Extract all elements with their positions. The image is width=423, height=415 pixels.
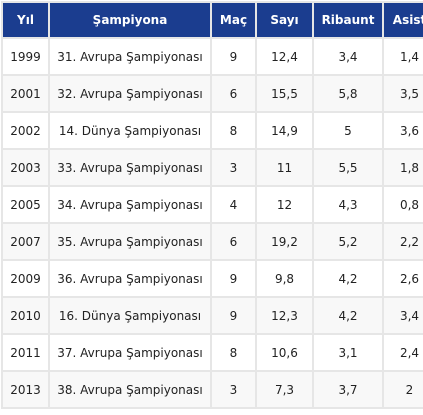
cell-year: 2005 bbox=[3, 187, 48, 222]
cell-points: 14,9 bbox=[257, 113, 312, 148]
table-row: 2007 35. Avrupa Şampiyonası 6 19,2 5,2 2… bbox=[3, 224, 423, 259]
cell-year: 2002 bbox=[3, 113, 48, 148]
cell-games: 6 bbox=[212, 224, 255, 259]
cell-year: 2009 bbox=[3, 261, 48, 296]
cell-points: 11 bbox=[257, 150, 312, 185]
cell-rebounds: 4,3 bbox=[314, 187, 382, 222]
cell-assists: 1,8 bbox=[384, 150, 423, 185]
header-championship[interactable]: Şampiyona bbox=[50, 3, 210, 37]
cell-games: 9 bbox=[212, 298, 255, 333]
cell-year: 1999 bbox=[3, 39, 48, 74]
cell-rebounds: 3,1 bbox=[314, 335, 382, 370]
cell-points: 12,3 bbox=[257, 298, 312, 333]
cell-games: 4 bbox=[212, 187, 255, 222]
cell-championship: 32. Avrupa Şampiyonası bbox=[50, 76, 210, 111]
cell-championship: 33. Avrupa Şampiyonası bbox=[50, 150, 210, 185]
cell-championship: 31. Avrupa Şampiyonası bbox=[50, 39, 210, 74]
cell-games: 9 bbox=[212, 261, 255, 296]
cell-games: 8 bbox=[212, 335, 255, 370]
header-points[interactable]: Sayı bbox=[257, 3, 312, 37]
cell-championship: 34. Avrupa Şampiyonası bbox=[50, 187, 210, 222]
cell-rebounds: 5,8 bbox=[314, 76, 382, 111]
cell-year: 2013 bbox=[3, 372, 48, 407]
cell-rebounds: 3,4 bbox=[314, 39, 382, 74]
table-row: 2001 32. Avrupa Şampiyonası 6 15,5 5,8 3… bbox=[3, 76, 423, 111]
cell-championship: 38. Avrupa Şampiyonası bbox=[50, 372, 210, 407]
cell-points: 19,2 bbox=[257, 224, 312, 259]
cell-points: 12 bbox=[257, 187, 312, 222]
cell-assists: 2 bbox=[384, 372, 423, 407]
cell-games: 9 bbox=[212, 39, 255, 74]
cell-rebounds: 4,2 bbox=[314, 261, 382, 296]
cell-games: 8 bbox=[212, 113, 255, 148]
cell-year: 2001 bbox=[3, 76, 48, 111]
cell-championship: 35. Avrupa Şampiyonası bbox=[50, 224, 210, 259]
table-row: 2011 37. Avrupa Şampiyonası 8 10,6 3,1 2… bbox=[3, 335, 423, 370]
table-row: 2009 36. Avrupa Şampiyonası 9 9,8 4,2 2,… bbox=[3, 261, 423, 296]
header-rebounds[interactable]: Ribaunt bbox=[314, 3, 382, 37]
header-assists[interactable]: Asist bbox=[384, 3, 423, 37]
table-row: 2013 38. Avrupa Şampiyonası 3 7,3 3,7 2 bbox=[3, 372, 423, 407]
cell-championship: 16. Dünya Şampiyonası bbox=[50, 298, 210, 333]
cell-championship: 36. Avrupa Şampiyonası bbox=[50, 261, 210, 296]
cell-assists: 3,4 bbox=[384, 298, 423, 333]
cell-assists: 2,6 bbox=[384, 261, 423, 296]
table-row: 1999 31. Avrupa Şampiyonası 9 12,4 3,4 1… bbox=[3, 39, 423, 74]
header-games[interactable]: Maç bbox=[212, 3, 255, 37]
cell-year: 2007 bbox=[3, 224, 48, 259]
cell-points: 7,3 bbox=[257, 372, 312, 407]
cell-games: 3 bbox=[212, 372, 255, 407]
table-row: 2005 34. Avrupa Şampiyonası 4 12 4,3 0,8 bbox=[3, 187, 423, 222]
cell-assists: 3,6 bbox=[384, 113, 423, 148]
cell-points: 15,5 bbox=[257, 76, 312, 111]
cell-assists: 1,4 bbox=[384, 39, 423, 74]
cell-championship: 37. Avrupa Şampiyonası bbox=[50, 335, 210, 370]
table-row: 2003 33. Avrupa Şampiyonası 3 11 5,5 1,8 bbox=[3, 150, 423, 185]
cell-year: 2010 bbox=[3, 298, 48, 333]
cell-assists: 0,8 bbox=[384, 187, 423, 222]
header-year[interactable]: Yıl bbox=[3, 3, 48, 37]
cell-points: 10,6 bbox=[257, 335, 312, 370]
cell-games: 6 bbox=[212, 76, 255, 111]
cell-games: 3 bbox=[212, 150, 255, 185]
cell-assists: 2,4 bbox=[384, 335, 423, 370]
cell-rebounds: 3,7 bbox=[314, 372, 382, 407]
cell-year: 2011 bbox=[3, 335, 48, 370]
cell-rebounds: 5,5 bbox=[314, 150, 382, 185]
cell-year: 2003 bbox=[3, 150, 48, 185]
cell-rebounds: 5,2 bbox=[314, 224, 382, 259]
table-row: 2002 14. Dünya Şampiyonası 8 14,9 5 3,6 bbox=[3, 113, 423, 148]
cell-rebounds: 4,2 bbox=[314, 298, 382, 333]
cell-assists: 3,5 bbox=[384, 76, 423, 111]
cell-assists: 2,2 bbox=[384, 224, 423, 259]
cell-rebounds: 5 bbox=[314, 113, 382, 148]
header-row: Yıl Şampiyona Maç Sayı Ribaunt Asist bbox=[3, 3, 423, 37]
cell-points: 12,4 bbox=[257, 39, 312, 74]
cell-points: 9,8 bbox=[257, 261, 312, 296]
table-row: 2010 16. Dünya Şampiyonası 9 12,3 4,2 3,… bbox=[3, 298, 423, 333]
cell-championship: 14. Dünya Şampiyonası bbox=[50, 113, 210, 148]
